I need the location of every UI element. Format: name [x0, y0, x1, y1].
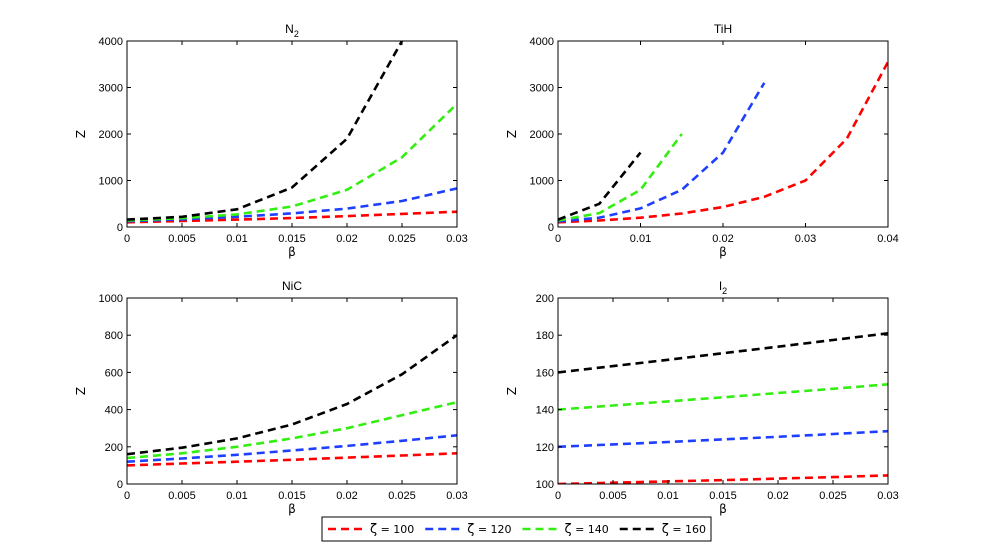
series-line-n2-3: [127, 102, 457, 222]
legend-label-3: ζ = 140: [565, 522, 609, 537]
panel-title-nic: NiC: [282, 279, 302, 293]
y-tick-label-n2: 4000: [99, 36, 123, 48]
series-line-nic-3: [127, 400, 457, 460]
legend-label-4: ζ = 160: [662, 522, 706, 537]
series-line-tih-2: [558, 82, 766, 223]
series-line-i2-4: [558, 332, 888, 374]
x-tick-label-n2: 0.01: [226, 233, 247, 245]
y-tick-label-tih: 2000: [530, 129, 554, 141]
y-axis-label-n2: Z: [74, 130, 88, 138]
y-tick-label-nic: 600: [105, 367, 123, 379]
x-tick-label-tih: 0.01: [630, 233, 651, 245]
x-tick-label-i2: 0.02: [767, 490, 788, 502]
y-tick-label-tih: 1000: [530, 176, 554, 188]
panel-tih: 0 0.01 0.02 0.03 0.04 0 1000 2000 3000 4000 TiH β Z: [505, 22, 899, 259]
y-tick-label-n2: 2000: [99, 129, 123, 141]
y-axis-label-i2: Z: [505, 387, 519, 395]
series-line-tih-4: [558, 151, 642, 221]
x-tick-label-nic: 0.015: [278, 490, 306, 502]
panel-i2: 0 0.005 0.01 0.015 0.02 0.025 0.03 100 120 140 160…: [505, 279, 899, 516]
y-axis-label-tih: Z: [505, 130, 519, 138]
x-tick-label-nic: 0.025: [388, 490, 416, 502]
x-axis-label-tih: β: [719, 245, 727, 259]
y-tick-label-n2: 3000: [99, 83, 123, 95]
y-tick-label-nic: 800: [105, 330, 123, 342]
series-line-nic-4: [127, 334, 457, 456]
x-tick-label-i2: 0: [555, 490, 561, 502]
panel-title-n2: N2: [285, 22, 299, 39]
series-line-n2-4: [127, 41, 404, 221]
x-tick-label-tih: 0.04: [877, 233, 898, 245]
series-line-n2-2: [127, 187, 457, 223]
panel-title-i2: I2: [719, 279, 727, 296]
x-tick-label-n2: 0: [124, 233, 130, 245]
x-axis-label-n2: β: [288, 245, 296, 259]
y-tick-label-nic: 200: [105, 442, 123, 454]
x-axis-label-nic: β: [288, 502, 296, 516]
y-tick-label-i2: 120: [536, 442, 554, 454]
axes-box-tih: [557, 40, 889, 228]
x-tick-label-i2: 0.03: [877, 490, 898, 502]
x-axis-label-i2: β: [719, 502, 727, 516]
legend: ζ = 100 ζ = 120 ζ = 140 ζ = 160: [321, 516, 712, 542]
x-tick-label-nic: 0.02: [336, 490, 357, 502]
series-line-nic-1: [127, 452, 457, 467]
y-tick-label-n2: 1000: [99, 176, 123, 188]
y-tick-label-nic: 1000: [99, 293, 123, 305]
x-tick-label-nic: 0.03: [446, 490, 467, 502]
x-tick-label-i2: 0.015: [709, 490, 737, 502]
axes-box-n2: [126, 40, 458, 228]
series-line-i2-2: [558, 429, 888, 449]
x-tick-label-i2: 0.005: [599, 490, 627, 502]
y-tick-label-nic: 400: [105, 405, 123, 417]
panel-nic: 0 0.005 0.01 0.015 0.02 0.025 0.03 0 200 400 600 80…: [74, 279, 468, 516]
panel-n2: 0 0.005 0.01 0.015 0.02 0.025 0.03 0 1000 2000 300…: [74, 22, 468, 259]
x-tick-label-nic: 0.01: [226, 490, 247, 502]
y-tick-label-n2: 0: [117, 222, 123, 234]
y-tick-label-nic: 0: [117, 479, 123, 491]
y-tick-label-i2: 160: [536, 367, 554, 379]
x-tick-label-tih: 0.03: [795, 233, 816, 245]
x-tick-label-n2: 0.015: [278, 233, 306, 245]
y-tick-label-tih: 0: [548, 222, 554, 234]
x-tick-label-i2: 0.01: [657, 490, 678, 502]
x-tick-label-nic: 0.005: [168, 490, 196, 502]
x-tick-label-nic: 0: [124, 490, 130, 502]
x-tick-label-n2: 0.02: [336, 233, 357, 245]
y-tick-label-tih: 3000: [530, 83, 554, 95]
y-tick-label-i2: 140: [536, 405, 554, 417]
x-tick-label-tih: 0.02: [712, 233, 733, 245]
axes-box-i2: [557, 297, 889, 485]
y-tick-label-i2: 100: [536, 479, 554, 491]
y-axis-label-nic: Z: [74, 387, 88, 395]
legend-label-2: ζ = 120: [467, 522, 511, 537]
x-tick-label-n2: 0.03: [446, 233, 467, 245]
legend-label-1: ζ = 100: [370, 522, 414, 537]
series-line-i2-3: [558, 383, 888, 411]
x-tick-label-i2: 0.025: [819, 490, 847, 502]
x-tick-label-n2: 0.025: [388, 233, 416, 245]
panel-title-tih: TiH: [714, 22, 732, 36]
y-tick-label-i2: 180: [536, 330, 554, 342]
series-line-tih-3: [558, 133, 683, 222]
y-tick-label-i2: 200: [536, 293, 554, 305]
series-line-tih-1: [558, 61, 888, 224]
x-tick-label-n2: 0.005: [168, 233, 196, 245]
series-line-n2-1: [127, 210, 457, 224]
series-line-nic-2: [127, 434, 457, 463]
x-tick-label-tih: 0: [555, 233, 561, 245]
y-tick-label-tih: 4000: [530, 36, 554, 48]
